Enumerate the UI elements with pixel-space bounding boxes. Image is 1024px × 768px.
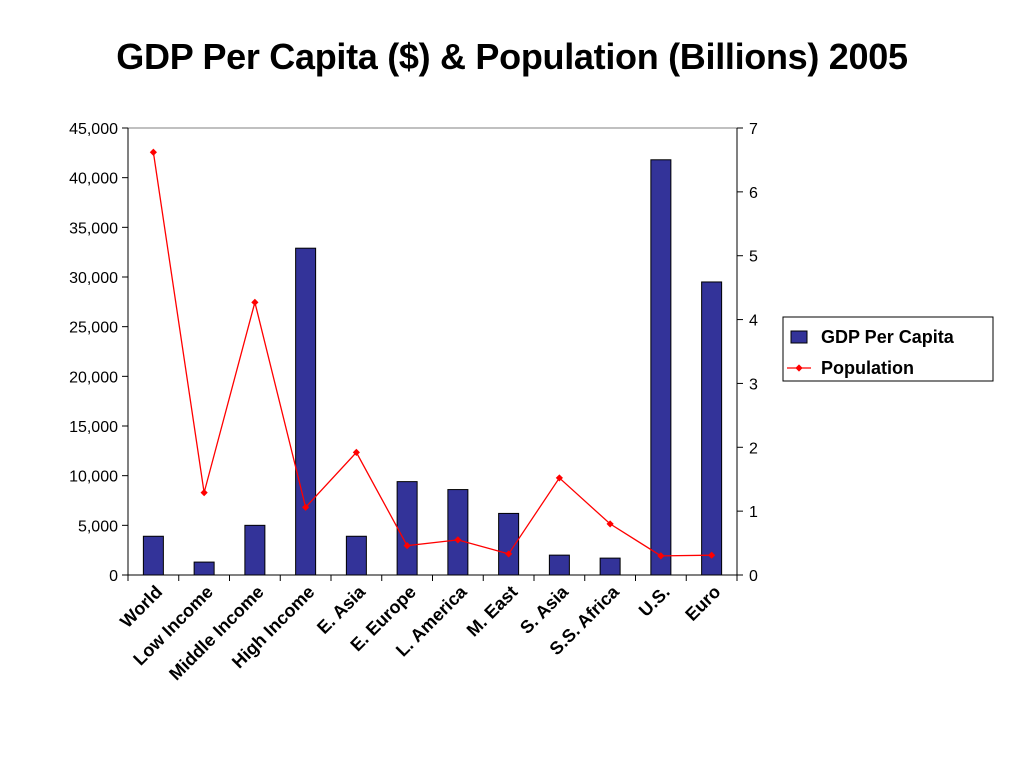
point-population [505, 550, 513, 558]
point-population [606, 520, 614, 528]
left-tick-label: 5,000 [78, 518, 118, 535]
category-label: M. East [463, 582, 522, 641]
point-population [657, 552, 665, 560]
point-population [149, 148, 157, 156]
legend-marker-population [795, 364, 803, 372]
point-population [352, 448, 360, 456]
point-population [708, 551, 716, 559]
legend-label-population: Population [821, 358, 914, 378]
category-label: World [116, 582, 166, 632]
chart-title: GDP Per Capita ($) & Population (Billion… [116, 36, 908, 77]
right-tick-label: 2 [749, 440, 758, 457]
left-tick-label: 15,000 [69, 419, 118, 436]
bar-gdp-per-capita [701, 281, 723, 576]
legend-box [782, 316, 994, 382]
point-population [454, 536, 462, 544]
left-tick-label: 45,000 [69, 121, 118, 138]
point-population [251, 298, 259, 306]
bar-gdp-per-capita [498, 512, 520, 576]
bar-gdp-per-capita [599, 557, 621, 576]
right-tick-label: 1 [749, 504, 758, 521]
legend-label-gdp: GDP Per Capita [821, 327, 955, 347]
left-tick-label: 0 [109, 568, 118, 585]
left-tick-label: 25,000 [69, 320, 118, 337]
line-population [152, 152, 712, 557]
bar-gdp-per-capita [193, 561, 215, 576]
left-tick-label: 20,000 [69, 369, 118, 386]
right-tick-label: 7 [749, 121, 758, 138]
point-population [555, 474, 563, 482]
category-label: U.S. [635, 582, 674, 621]
left-tick-label: 10,000 [69, 469, 118, 486]
legend: GDP Per Capita Population [782, 316, 994, 382]
legend-swatch-gdp [790, 330, 808, 344]
plot-frame [127, 127, 738, 576]
left-tick-label: 40,000 [69, 171, 118, 188]
right-tick-label: 0 [749, 568, 758, 585]
bar-gdp-per-capita [295, 247, 317, 576]
bar-gdp-per-capita [447, 489, 469, 576]
right-tick-label: 3 [749, 376, 758, 393]
bar-gdp-per-capita [548, 554, 570, 576]
point-population [200, 489, 208, 497]
bar-gdp-per-capita [244, 524, 266, 576]
right-tick-label: 5 [749, 249, 758, 266]
category-label: Euro [681, 582, 724, 625]
left-tick-label: 30,000 [69, 270, 118, 287]
right-tick-label: 4 [749, 313, 758, 330]
right-tick-label: 6 [749, 185, 758, 202]
bar-gdp-per-capita [396, 481, 418, 576]
left-tick-label: 35,000 [69, 220, 118, 237]
bar-gdp-per-capita [142, 535, 164, 576]
plot-area: 0 5,000 10,000 15,000 20,000 25,000 30,000 35,0… [69, 121, 758, 684]
bar-gdp-per-capita [345, 535, 367, 576]
point-population [302, 503, 310, 511]
bar-gdp-per-capita [650, 159, 672, 576]
point-population [403, 542, 411, 550]
